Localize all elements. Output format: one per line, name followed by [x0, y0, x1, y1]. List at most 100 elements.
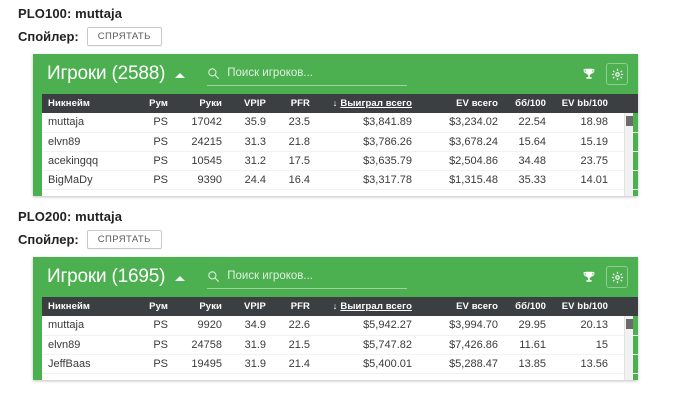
column-header-pfr[interactable]: PFR	[272, 297, 316, 316]
cell-won-total: $3,841.89	[316, 113, 418, 133]
cell-won-total: $3,635.79	[316, 151, 418, 171]
trophy-icon[interactable]	[578, 266, 600, 288]
column-header-pfr[interactable]: PFR	[272, 94, 316, 113]
widget-title: Игроки (1695)	[47, 266, 166, 287]
column-header-room[interactable]: Рум	[132, 297, 174, 316]
cell-ev-total: $3,994.70	[418, 316, 504, 336]
table-row[interactable]: elvn89 PS 24758 31.9 21.5 $5,747.82 $7,4…	[42, 335, 638, 355]
cell-ev-bb100: 20.13	[552, 316, 614, 336]
cell-ev-bb100: 14.01	[552, 170, 614, 190]
spoiler-section-plo200: PLO200: muttaja Спойлер: СПРЯТАТЬ Игроки…	[0, 209, 700, 380]
spoiler-row: Спойлер: СПРЯТАТЬ	[0, 26, 700, 46]
cell-won-total: $5,400.01	[316, 354, 418, 374]
column-header-ev-bb100[interactable]: EV bb/100	[552, 94, 614, 113]
spoiler-toggle-button[interactable]: СПРЯТАТЬ	[86, 229, 162, 249]
cell-pfr: 16.4	[272, 170, 316, 190]
column-header-hands[interactable]: Руки	[174, 297, 228, 316]
widget-title: Игроки (2588)	[47, 63, 166, 84]
cell-vpip: 34.9	[228, 316, 272, 336]
column-header-ev-bb100[interactable]: EV bb/100	[552, 297, 614, 316]
cell-nickname: acekingqq	[42, 151, 132, 171]
column-header-won-total[interactable]: ↓ Выиграл всего	[316, 297, 418, 316]
cell-nickname: BigMaDy	[42, 170, 132, 190]
table-row[interactable]: muttaja PS 9920 34.9 22.6 $5,942.27 $3,9…	[42, 316, 638, 336]
cell-pfr: 21.4	[272, 354, 316, 374]
cell-bb100: 11.61	[504, 335, 552, 355]
cell-pfr: 22.6	[272, 316, 316, 336]
search-input[interactable]	[227, 67, 408, 79]
spoiler-section-plo100: PLO100: muttaja Спойлер: СПРЯТАТЬ Игроки…	[0, 6, 700, 196]
spoiler-toggle-button[interactable]: СПРЯТАТЬ	[86, 26, 162, 46]
table-header-row: Никнейм Рум Руки VPIP PFR ↓ Выиграл всего…	[42, 297, 638, 316]
players-widget: Игроки (1695)	[33, 257, 638, 380]
table-clip-edge	[42, 189, 633, 196]
cell-ev-bb100: 18.98	[552, 113, 614, 133]
caret-up-icon[interactable]	[175, 276, 186, 281]
cell-room: PS	[132, 354, 174, 374]
table-row[interactable]: BigMaDy PS 9390 24.4 16.4 $3,317.78 $1,3…	[42, 170, 638, 190]
cell-ev-bb100: 23.75	[552, 151, 614, 171]
spoiler-row: Спойлер: СПРЯТАТЬ	[0, 229, 700, 249]
column-header-nickname[interactable]: Никнейм	[42, 94, 132, 113]
scrollbar-thumb[interactable]	[626, 319, 633, 329]
cell-bb100: 29.95	[504, 316, 552, 336]
cell-room: PS	[132, 335, 174, 355]
spoiler-title: PLO100: muttaja	[18, 6, 123, 21]
cell-room: PS	[132, 132, 174, 152]
cell-won-total: $5,747.82	[316, 335, 418, 355]
cell-ev-total: $3,234.02	[418, 113, 504, 133]
column-header-room[interactable]: Рум	[132, 94, 174, 113]
column-header-vpip[interactable]: VPIP	[228, 94, 272, 113]
cell-bb100: 34.48	[504, 151, 552, 171]
cell-ev-total: $7,426.86	[418, 335, 504, 355]
spoiler-title: PLO200: muttaja	[18, 209, 123, 224]
cell-nickname: muttaja	[42, 113, 132, 133]
cell-bb100: 22.54	[504, 113, 552, 133]
column-header-bb100[interactable]: бб/100	[504, 94, 552, 113]
cell-nickname: elvn89	[42, 132, 132, 152]
cell-vpip: 35.9	[228, 113, 272, 133]
column-header-hands[interactable]: Руки	[174, 94, 228, 113]
cell-bb100: 35.33	[504, 170, 552, 190]
search-box[interactable]	[207, 265, 408, 289]
column-header-nickname[interactable]: Никнейм	[42, 297, 132, 316]
gear-icon[interactable]	[606, 266, 628, 288]
arrow-down-icon: ↓	[332, 98, 338, 108]
search-box[interactable]	[207, 62, 408, 86]
cell-ev-bb100: 13.56	[552, 354, 614, 374]
caret-up-icon[interactable]	[175, 73, 186, 78]
column-header-ev-total[interactable]: EV всего	[418, 297, 504, 316]
spoiler-label: Спойлер:	[18, 231, 79, 247]
column-header-won-total[interactable]: ↓ Выиграл всего	[316, 94, 418, 113]
cell-hands: 24215	[174, 132, 228, 152]
cell-vpip: 24.4	[228, 170, 272, 190]
table-row[interactable]: muttaja PS 17042 35.9 23.5 $3,841.89 $3,…	[42, 113, 638, 133]
cell-hands: 17042	[174, 113, 228, 133]
cell-hands: 10545	[174, 151, 228, 171]
cell-vpip: 31.9	[228, 354, 272, 374]
column-header-won-vs-hero[interactable]: Выиграл у Хиро	[614, 94, 638, 113]
cell-room: PS	[132, 170, 174, 190]
search-icon	[207, 67, 220, 80]
column-header-won-vs-hero[interactable]: Выиграл у Хиро	[614, 297, 638, 316]
cell-nickname: JeffBaas	[42, 354, 132, 374]
search-input[interactable]	[227, 270, 408, 282]
column-header-ev-total[interactable]: EV всего	[418, 94, 504, 113]
table-row[interactable]: JeffBaas PS 19495 31.9 21.4 $5,400.01 $5…	[42, 354, 638, 374]
cell-room: PS	[132, 113, 174, 133]
column-header-vpip[interactable]: VPIP	[228, 297, 272, 316]
scrollbar-thumb[interactable]	[626, 116, 633, 126]
cell-pfr: 17.5	[272, 151, 316, 171]
table-row[interactable]: acekingqq PS 10545 31.2 17.5 $3,635.79 $…	[42, 151, 638, 171]
column-header-bb100[interactable]: бб/100	[504, 297, 552, 316]
gear-icon[interactable]	[606, 63, 628, 85]
cell-won-total: $3,786.26	[316, 132, 418, 152]
trophy-icon[interactable]	[578, 63, 600, 85]
cell-hands: 19495	[174, 354, 228, 374]
table-scrollbar[interactable]	[624, 113, 633, 196]
cell-pfr: 23.5	[272, 113, 316, 133]
cell-won-total: $5,942.27	[316, 316, 418, 336]
cell-ev-bb100: 15.19	[552, 132, 614, 152]
table-row[interactable]: elvn89 PS 24215 31.3 21.8 $3,786.26 $3,6…	[42, 132, 638, 152]
table-scrollbar[interactable]	[624, 316, 633, 380]
